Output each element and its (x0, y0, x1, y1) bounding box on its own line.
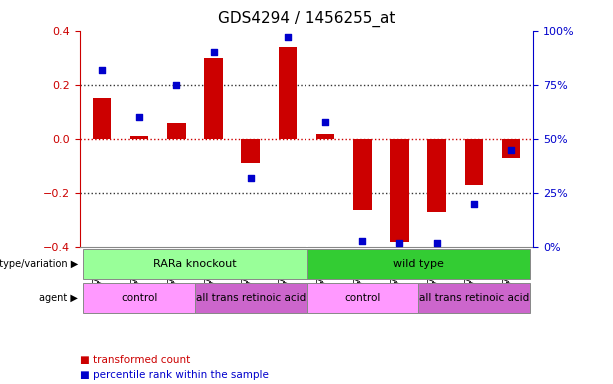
Text: GSM775298: GSM775298 (465, 253, 474, 308)
Point (469, 201, 479, 207)
Text: GSM775291: GSM775291 (93, 253, 102, 308)
Bar (427, 139, 446, 212)
Point (134, 114, 144, 121)
Text: ■ percentile rank within the sample: ■ percentile rank within the sample (80, 370, 268, 380)
Bar (279, 47, 297, 139)
Text: GSM775301: GSM775301 (390, 253, 400, 308)
Text: GSM775294: GSM775294 (428, 253, 436, 308)
FancyBboxPatch shape (306, 283, 418, 313)
Text: GSM775299: GSM775299 (167, 253, 177, 308)
Point (208, 49, 218, 55)
Text: GSM775293: GSM775293 (316, 253, 325, 308)
Point (97, 67, 107, 73)
Text: control: control (121, 293, 158, 303)
Point (246, 175, 256, 181)
Point (172, 82, 181, 88)
Point (432, 240, 441, 246)
Bar (390, 139, 409, 242)
Text: GSM775300: GSM775300 (279, 253, 288, 308)
Point (320, 119, 330, 125)
Point (395, 240, 405, 246)
Point (357, 238, 367, 244)
FancyBboxPatch shape (195, 283, 306, 313)
Text: all trans retinoic acid: all trans retinoic acid (196, 293, 306, 303)
Bar (167, 123, 186, 139)
Text: GSM775302: GSM775302 (502, 253, 511, 308)
Text: all trans retinoic acid: all trans retinoic acid (419, 293, 529, 303)
Text: GSM775292: GSM775292 (205, 253, 213, 308)
FancyBboxPatch shape (83, 249, 306, 280)
Text: GSM775295: GSM775295 (130, 253, 139, 308)
Point (506, 147, 516, 153)
Text: ■ transformed count: ■ transformed count (80, 355, 190, 365)
Bar (465, 139, 483, 185)
Text: control: control (344, 293, 381, 303)
Bar (204, 58, 223, 139)
Point (283, 34, 293, 40)
Text: GSM775296: GSM775296 (242, 253, 251, 308)
FancyBboxPatch shape (418, 283, 530, 313)
Bar (93, 98, 112, 139)
Bar (242, 139, 260, 164)
Text: GSM775297: GSM775297 (353, 253, 362, 308)
FancyBboxPatch shape (306, 249, 530, 280)
Text: RARa knockout: RARa knockout (153, 259, 237, 269)
Text: genotype/variation ▶: genotype/variation ▶ (0, 259, 78, 269)
Bar (501, 139, 520, 158)
FancyBboxPatch shape (83, 283, 195, 313)
Bar (353, 139, 371, 210)
Text: wild type: wild type (392, 259, 443, 269)
Title: GDS4294 / 1456255_at: GDS4294 / 1456255_at (218, 10, 395, 26)
Bar (130, 136, 148, 139)
Bar (316, 134, 334, 139)
Text: agent ▶: agent ▶ (39, 293, 78, 303)
